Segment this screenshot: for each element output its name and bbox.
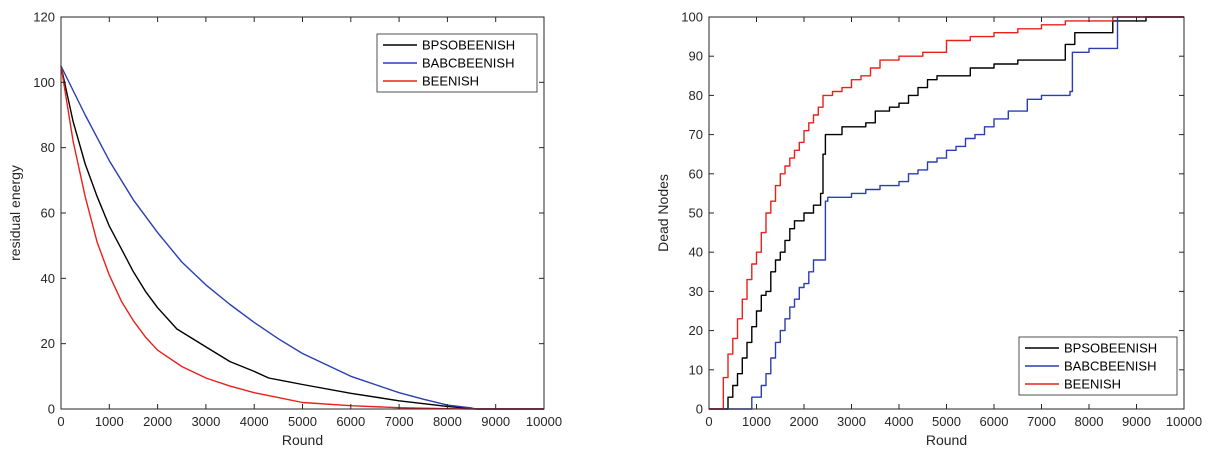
x-tick-label: 9000	[1122, 414, 1151, 429]
x-tick-label: 8000	[433, 414, 462, 429]
y-tick-label: 20	[689, 323, 703, 338]
legend: BPSOBEENISH BABCBEENISH BEENISH	[376, 33, 538, 93]
x-axis-label: Round	[282, 432, 323, 448]
y-tick-label: 0	[696, 402, 703, 417]
x-tick-label: 8000	[1075, 414, 1104, 429]
x-tick-label: 10000	[526, 414, 562, 429]
y-axis-label: residual energy	[7, 165, 23, 261]
y-tick-label: 70	[689, 127, 703, 142]
legend-label-bpsobeenish: BPSOBEENISH	[1064, 341, 1157, 356]
legend-label-beenish: BEENISH	[1064, 377, 1121, 392]
legend-label-babcbeenish: BABCBEENISH	[422, 56, 514, 71]
x-tick-label: 0	[705, 414, 712, 429]
x-tick-label: 5000	[932, 414, 961, 429]
x-tick-label: 3000	[191, 414, 220, 429]
y-tick-label: 120	[33, 10, 55, 25]
legend-label-bpsobeenish: BPSOBEENISH	[422, 38, 515, 53]
x-axis-label: Round	[926, 432, 967, 448]
x-tick-label: 1000	[95, 414, 124, 429]
dead-nodes-chart: 0 1000 2000 3000 4000 5000 6000 7000 8000 9000 100…	[655, 10, 1202, 449]
x-tick-label: 0	[57, 414, 64, 429]
y-axis-label: Dead Nodes	[655, 174, 671, 252]
y-tick-label: 100	[33, 75, 55, 90]
residual-energy-chart: 0 1000 2000 3000 4000 5000 6000 7000 8000 9000 100…	[7, 10, 562, 449]
y-tick-label: 30	[689, 284, 703, 299]
y-tick-label: 100	[681, 10, 703, 25]
y-tick-label: 80	[41, 140, 55, 155]
y-tick-label: 40	[41, 271, 55, 286]
y-tick-label: 60	[41, 206, 55, 221]
x-tick-label: 5000	[288, 414, 317, 429]
series-line-babcbeenish	[709, 16, 1184, 410]
y-tick-label: 90	[689, 49, 703, 64]
series-line-babcbeenish	[60, 65, 544, 410]
x-tick-label: 2000	[790, 414, 819, 429]
x-tick-label: 7000	[385, 414, 414, 429]
y-tick-label: 10	[689, 362, 703, 377]
x-tick-label: 1000	[742, 414, 771, 429]
legend-label-beenish: BEENISH	[422, 74, 479, 89]
y-tick-label: 60	[689, 166, 703, 181]
series-line-beenish	[60, 65, 544, 410]
x-tick-label: 9000	[481, 414, 510, 429]
y-tick-label: 50	[689, 206, 703, 221]
series-line-beenish	[709, 16, 1184, 410]
series-line-bpsobeenish	[60, 65, 544, 410]
y-tick-label: 40	[689, 245, 703, 260]
x-tick-label: 10000	[1166, 414, 1202, 429]
x-tick-label: 4000	[885, 414, 914, 429]
x-tick-label: 6000	[336, 414, 365, 429]
y-tick-label: 80	[689, 88, 703, 103]
x-tick-label: 3000	[837, 414, 866, 429]
y-tick-label: 0	[48, 402, 55, 417]
legend-label-babcbeenish: BABCBEENISH	[1064, 359, 1156, 374]
x-tick-label: 7000	[1027, 414, 1056, 429]
y-tick-label: 20	[41, 336, 55, 351]
series-line-bpsobeenish	[709, 16, 1184, 410]
x-tick-label: 6000	[980, 414, 1009, 429]
x-tick-label: 4000	[240, 414, 269, 429]
x-tick-label: 2000	[143, 414, 172, 429]
legend: BPSOBEENISH BABCBEENISH BEENISH	[1018, 336, 1178, 396]
